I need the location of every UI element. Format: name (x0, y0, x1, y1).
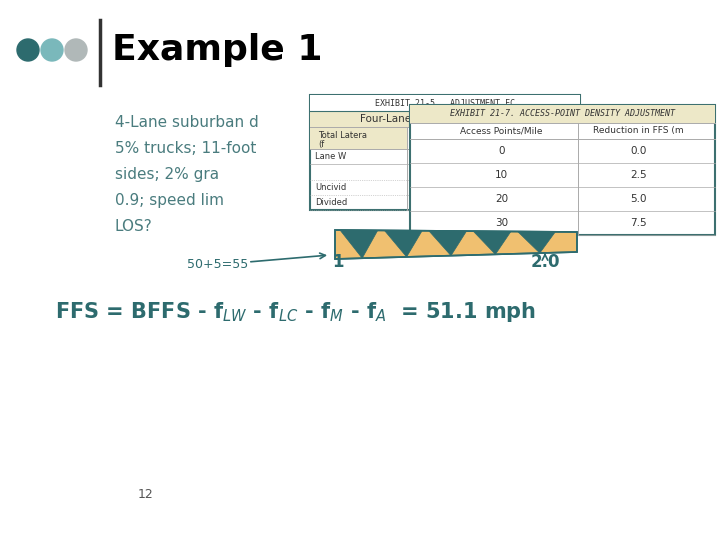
Text: Access Points/Mile: Access Points/Mile (460, 126, 543, 136)
Text: 5.0: 5.0 (631, 194, 647, 204)
Bar (310, 127, 408, 149)
Text: EXHIBIT 21-7. ACCESS-POINT DENSITY ADJUSTMENT: EXHIBIT 21-7. ACCESS-POINT DENSITY ADJUS… (450, 110, 675, 118)
Polygon shape (429, 231, 467, 255)
Text: Four-Lane Highways: Four-Lane Highways (360, 114, 465, 124)
Text: (f: (f (318, 140, 324, 149)
Text: EXHIBIT 21-5.  ADJUSTMENT FC: EXHIBIT 21-5. ADJUSTMENT FC (375, 98, 515, 107)
Text: 4-Lane suburban d: 4-Lane suburban d (115, 115, 258, 130)
Bar (410, 105, 715, 123)
Text: 0: 0 (498, 146, 505, 156)
Text: 2.0: 2.0 (530, 253, 559, 271)
Text: Total Latera: Total Latera (318, 131, 367, 140)
Circle shape (41, 39, 63, 61)
Bar (310, 111, 580, 127)
Polygon shape (340, 230, 378, 258)
Text: Example 1: Example 1 (112, 33, 323, 67)
Polygon shape (518, 232, 555, 253)
Text: 5% trucks; 11-foot: 5% trucks; 11-foot (115, 141, 256, 156)
Text: 50+5=55: 50+5=55 (187, 259, 248, 272)
Text: 10: 10 (495, 170, 508, 180)
Text: FFS = BFFS - f$_{LW}$ - f$_{LC}$ - f$_{M}$ - f$_{A}$  = 51.1 mph: FFS = BFFS - f$_{LW}$ - f$_{LC}$ - f$_{M… (55, 300, 536, 324)
Text: Lane W: Lane W (315, 152, 346, 161)
Text: 20: 20 (495, 194, 508, 204)
Text: Reduction in FFS (m: Reduction in FFS (m (593, 126, 684, 136)
Text: 2.5: 2.5 (631, 170, 647, 180)
Text: 0.0: 0.0 (631, 146, 647, 156)
Text: sides; 2% gra: sides; 2% gra (115, 167, 219, 182)
Text: Uncivid: Uncivid (315, 183, 346, 192)
Text: 30: 30 (495, 218, 508, 228)
Circle shape (65, 39, 87, 61)
Text: 1: 1 (332, 253, 343, 271)
Text: Divided: Divided (315, 198, 347, 207)
Polygon shape (335, 230, 577, 259)
Bar (410, 105, 715, 235)
Text: 7.5: 7.5 (631, 218, 647, 228)
Bar (310, 95, 580, 111)
Polygon shape (384, 231, 422, 257)
Text: LOS?: LOS? (115, 219, 153, 234)
Polygon shape (473, 231, 511, 254)
Circle shape (17, 39, 39, 61)
Text: 12: 12 (138, 489, 154, 502)
Bar (310, 95, 580, 210)
Text: 0.9; speed lim: 0.9; speed lim (115, 193, 224, 208)
